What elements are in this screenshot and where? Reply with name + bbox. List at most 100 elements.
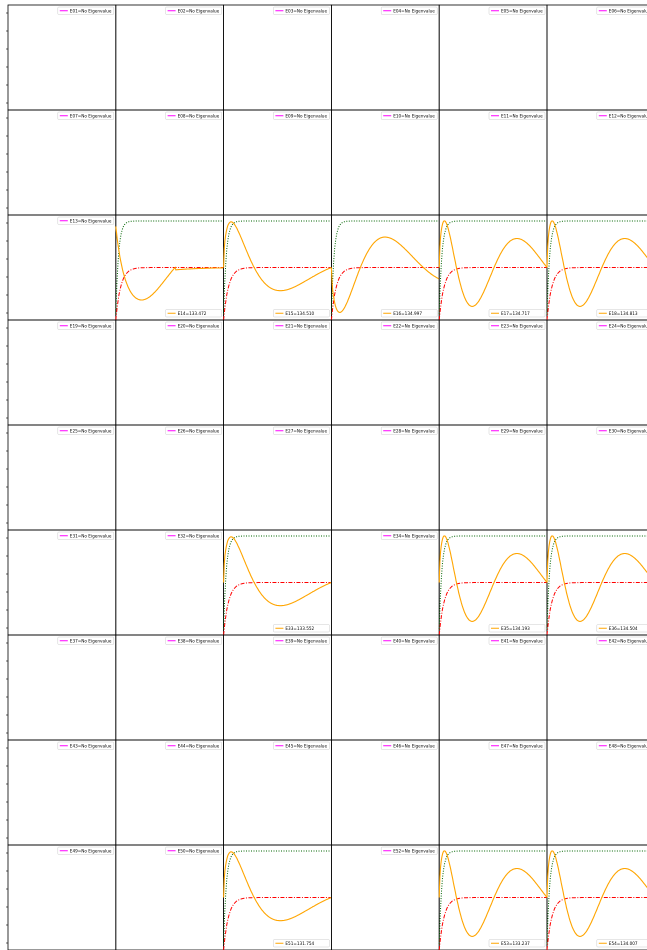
legend-box xyxy=(488,939,546,948)
legend-label: E16=134.997 xyxy=(393,311,422,316)
panel-frame xyxy=(330,844,440,950)
legend-label: E10=No Eigenvalue xyxy=(393,114,435,119)
panel-frame xyxy=(546,739,647,846)
panel-r3c2: E14=133.472 xyxy=(115,214,225,321)
legend: E30=No Eigenvalue xyxy=(596,426,647,435)
panel-frame xyxy=(7,319,117,426)
legend-label: E23=No Eigenvalue xyxy=(501,324,543,329)
legend-box xyxy=(273,111,330,120)
legend-box xyxy=(488,111,546,120)
legend-box xyxy=(165,846,222,855)
panel-frame xyxy=(438,4,548,111)
legend-box xyxy=(596,741,647,750)
legend-box xyxy=(57,6,115,15)
legend-label: E30=No Eigenvalue xyxy=(609,429,647,434)
legend: E27=No Eigenvalue xyxy=(273,426,330,435)
wavefunction-line xyxy=(223,536,332,607)
legend: E07=No Eigenvalue xyxy=(57,111,115,120)
potential-dotted-line xyxy=(223,220,332,315)
legend: E21=No Eigenvalue xyxy=(273,321,330,330)
panel-r2c2: E08=No Eigenvalue xyxy=(115,109,225,216)
panel-frame xyxy=(223,4,332,111)
legend-label: E24=No Eigenvalue xyxy=(609,324,647,329)
panel-r2c5: E11=No Eigenvalue xyxy=(438,109,548,216)
wavefunction-line xyxy=(330,236,440,313)
legend-box xyxy=(488,636,546,645)
legend-box xyxy=(380,111,438,120)
legend-box xyxy=(57,636,115,645)
legend-box xyxy=(488,624,546,633)
legend-box xyxy=(488,426,546,435)
legend-box xyxy=(273,6,330,15)
potential-dashdot-line xyxy=(115,267,224,321)
panel-frame xyxy=(223,319,332,426)
legend: E12=No Eigenvalue xyxy=(596,111,647,120)
panel-frame xyxy=(330,634,440,741)
legend: E46=No Eigenvalue xyxy=(380,741,438,750)
panel-r2c6: E12=No Eigenvalue xyxy=(546,109,647,216)
legend: E04=No Eigenvalue xyxy=(380,6,438,15)
panel-r4c3: E21=No Eigenvalue xyxy=(223,319,332,426)
panel-frame xyxy=(330,109,440,216)
legend-box xyxy=(165,531,222,540)
legend-label: E38=No Eigenvalue xyxy=(178,639,220,644)
panel-frame xyxy=(330,529,440,636)
panel-r8c4: E46=No Eigenvalue xyxy=(330,739,440,846)
legend: E19=No Eigenvalue xyxy=(57,321,115,330)
legend-label: E31=No Eigenvalue xyxy=(70,534,112,539)
panel-r6c6: E36=134.504 xyxy=(546,529,647,636)
legend-box xyxy=(57,531,115,540)
legend: E15=134.510 xyxy=(273,309,330,318)
panel-frame xyxy=(223,109,332,216)
legend-box xyxy=(380,321,438,330)
panel-r3c1: E13=No Eigenvalue xyxy=(6,214,117,321)
legend-label: E47=No Eigenvalue xyxy=(501,744,543,749)
legend-label: E01=No Eigenvalue xyxy=(70,9,112,14)
panel-r3c6: E18=134.813 xyxy=(546,214,647,321)
legend: E11=No Eigenvalue xyxy=(488,111,546,120)
legend: E41=No Eigenvalue xyxy=(488,636,546,645)
legend-label: E18=134.813 xyxy=(609,311,638,316)
legend: E51=131.754 xyxy=(273,939,330,948)
legend: E10=No Eigenvalue xyxy=(380,111,438,120)
panel-r4c6: E24=No Eigenvalue xyxy=(546,319,647,426)
panel-frame xyxy=(330,319,440,426)
panel-r6c2: E32=No Eigenvalue xyxy=(115,529,225,636)
legend: E49=No Eigenvalue xyxy=(57,846,115,855)
legend-label: E05=No Eigenvalue xyxy=(501,9,543,14)
panel-frame xyxy=(330,739,440,846)
legend-label: E29=No Eigenvalue xyxy=(501,429,543,434)
legend: E42=No Eigenvalue xyxy=(596,636,647,645)
legend-label: E27=No Eigenvalue xyxy=(285,429,327,434)
legend-label: E14=133.472 xyxy=(178,311,207,316)
legend: E48=No Eigenvalue xyxy=(596,741,647,750)
legend: E03=No Eigenvalue xyxy=(273,6,330,15)
legend-box xyxy=(596,111,647,120)
panel-frame xyxy=(330,424,440,531)
potential-dashdot-line xyxy=(223,582,332,636)
legend-label: E15=134.510 xyxy=(285,311,314,316)
legend: E29=No Eigenvalue xyxy=(488,426,546,435)
panel-frame xyxy=(7,109,117,216)
panel-r6c1: E31=No Eigenvalue xyxy=(6,529,117,636)
legend: E40=No Eigenvalue xyxy=(380,636,438,645)
legend-box xyxy=(596,624,647,633)
legend: E25=No Eigenvalue xyxy=(57,426,115,435)
legend-label: E35=134.193 xyxy=(501,626,530,631)
panel-r6c5: E35=134.193 xyxy=(438,529,548,636)
legend-label: E06=No Eigenvalue xyxy=(609,9,647,14)
legend: E28=No Eigenvalue xyxy=(380,426,438,435)
legend-box xyxy=(165,6,222,15)
potential-dotted-line xyxy=(546,850,647,945)
panel-frame xyxy=(438,634,548,741)
panel-r4c5: E23=No Eigenvalue xyxy=(438,319,548,426)
legend-box xyxy=(57,741,115,750)
legend-box xyxy=(57,321,115,330)
potential-dotted-line xyxy=(438,850,547,945)
legend: E14=133.472 xyxy=(165,309,222,318)
legend: E17=134.717 xyxy=(488,309,546,318)
panel-frame xyxy=(115,844,225,950)
panel-frame xyxy=(223,739,332,846)
wavefunction-line xyxy=(546,535,647,622)
